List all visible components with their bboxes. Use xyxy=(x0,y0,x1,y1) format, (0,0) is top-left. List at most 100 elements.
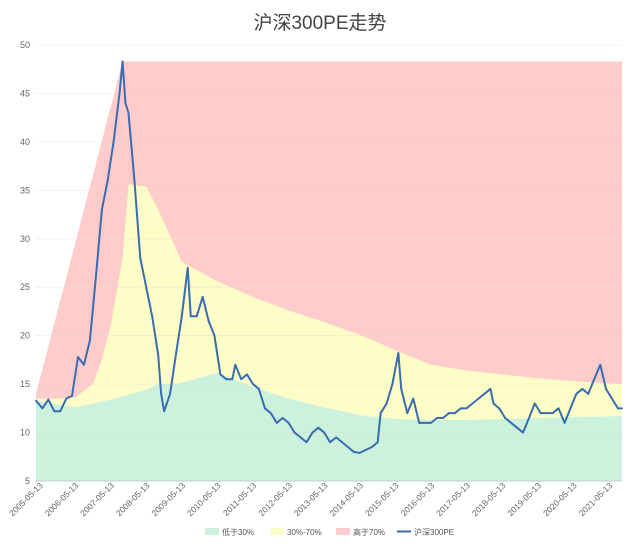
y-tick-label: 45 xyxy=(20,88,30,98)
pe-point xyxy=(71,394,73,397)
pe-point xyxy=(234,363,237,366)
legend-label-1: 30%-70% xyxy=(287,528,322,537)
pe-point xyxy=(370,446,373,448)
y-tick-label: 30 xyxy=(20,234,30,244)
pe-point xyxy=(448,412,450,415)
pe-point xyxy=(587,392,590,395)
pe-point xyxy=(477,397,480,400)
pe-point xyxy=(605,388,607,390)
pe-point xyxy=(121,60,124,63)
pe-point xyxy=(442,417,444,419)
pe-point xyxy=(504,417,507,419)
pe-point xyxy=(281,417,284,419)
pe-point xyxy=(59,410,62,413)
pe-point xyxy=(240,378,243,381)
x-tick-label: 2017-05-13 xyxy=(434,480,472,518)
pe-point xyxy=(174,354,177,356)
pe-point xyxy=(551,412,554,415)
pe-point xyxy=(145,286,148,289)
pe-point xyxy=(257,388,260,390)
pe-point xyxy=(611,397,613,400)
pe-point xyxy=(118,92,121,95)
pe-point xyxy=(424,421,426,424)
x-axis: 2005-05-132006-05-132007-05-132008-05-13… xyxy=(7,480,622,518)
pe-point xyxy=(246,373,248,376)
pe-point xyxy=(106,179,109,182)
pe-point xyxy=(252,383,254,386)
pe-point xyxy=(599,363,602,366)
pe-point xyxy=(400,388,403,390)
pe-point xyxy=(593,378,596,381)
pe-point xyxy=(498,407,501,410)
pe-point xyxy=(275,421,278,424)
pe-point xyxy=(489,388,492,390)
pe-point xyxy=(581,388,584,390)
y-tick-label: 25 xyxy=(20,282,30,292)
pe-point xyxy=(406,412,409,415)
pe-point xyxy=(335,436,338,439)
pe-point xyxy=(180,315,183,318)
pe-point xyxy=(317,426,320,429)
y-tick-label: 35 xyxy=(20,185,30,195)
pe-point xyxy=(77,356,79,358)
y-tick-label: 10 xyxy=(20,428,30,438)
pe-point xyxy=(364,449,367,451)
pe-point xyxy=(575,392,578,395)
pe-point xyxy=(341,441,344,444)
pe-point xyxy=(412,397,415,400)
pe-point xyxy=(293,431,296,434)
x-tick-label: 2011-05-13 xyxy=(221,480,259,518)
pe-point xyxy=(195,315,198,318)
pe-point xyxy=(219,373,222,376)
pe-point xyxy=(207,320,210,323)
x-tick-label: 2015-05-13 xyxy=(363,480,401,518)
pe-point xyxy=(157,354,160,356)
x-tick-label: 2008-05-13 xyxy=(114,480,152,518)
pe-point xyxy=(539,412,542,415)
pe-point xyxy=(471,402,474,405)
pe-point xyxy=(557,407,560,410)
pe-point xyxy=(352,451,355,453)
pe-point xyxy=(47,398,50,401)
pe-point xyxy=(189,315,192,318)
y-tick-label: 50 xyxy=(20,40,30,50)
x-tick-label: 2007-05-13 xyxy=(78,480,116,518)
legend: 低于30% 30%-70% 高于70% 沪深300PE xyxy=(205,527,454,537)
y-tick-label: 20 xyxy=(20,331,30,341)
x-tick-label: 2021-05-13 xyxy=(577,480,615,518)
pe-point xyxy=(311,431,314,434)
pe-point xyxy=(305,441,308,444)
pe-point xyxy=(133,179,136,182)
chart-title: 沪深300PE走势 xyxy=(253,12,386,34)
area-layers xyxy=(36,61,622,481)
pe-point xyxy=(453,412,456,415)
pe-line-layer xyxy=(35,60,623,454)
legend-label-2: 高于70% xyxy=(353,527,385,537)
x-tick-label: 2006-05-13 xyxy=(43,480,81,518)
pe-point xyxy=(522,431,524,434)
x-tick-label: 2016-05-13 xyxy=(399,480,437,518)
pe-point xyxy=(53,410,56,413)
pe-point xyxy=(379,412,382,415)
x-tick-label: 2009-05-13 xyxy=(149,480,187,518)
pe-point xyxy=(483,392,486,395)
legend-swatch-0 xyxy=(205,528,219,535)
pe-point xyxy=(112,140,115,143)
pe-point xyxy=(269,412,272,415)
pe-point xyxy=(124,102,127,105)
x-tick-label: 2010-05-13 xyxy=(185,480,223,518)
pe-point xyxy=(323,431,326,434)
pe-point xyxy=(100,208,103,211)
x-tick-label: 2013-05-13 xyxy=(292,480,330,518)
pe-point xyxy=(533,402,536,405)
pe-point xyxy=(563,421,566,424)
x-tick-label: 2012-05-13 xyxy=(256,480,294,518)
pe-point xyxy=(569,407,572,410)
pe-point xyxy=(264,407,266,410)
x-tick-label: 2020-05-13 xyxy=(541,480,579,518)
pe-point xyxy=(516,426,518,429)
legend-label-0: 低于30% xyxy=(222,527,254,537)
pe-point xyxy=(186,266,189,269)
